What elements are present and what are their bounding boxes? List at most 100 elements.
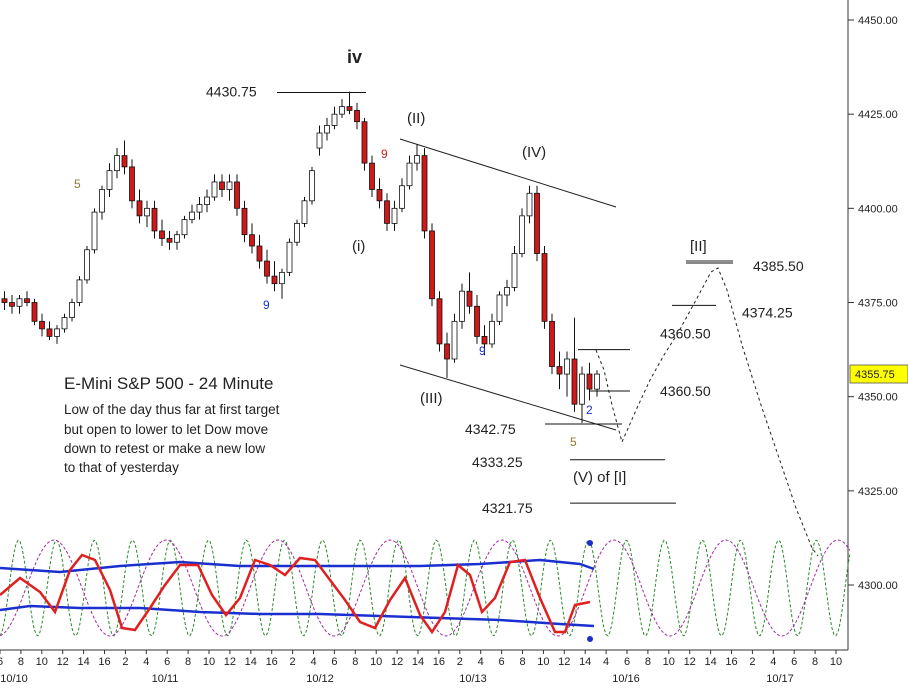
date-label: 10/11 [152,673,179,685]
purple-cycle-line [0,539,851,637]
time-tick-label: 8 [18,656,24,668]
candle-body [249,234,255,247]
candle-body [84,249,90,281]
time-tick-label: 12 [558,656,570,668]
commentary-line-2: but open to lower to let Dow move [64,422,268,437]
date-label: 10/17 [766,673,794,685]
price-tick-label: 4300.00 [858,580,898,592]
chart-title: E-Mini S&P 500 - 24 Minute [64,374,273,393]
time-tick-label: 10 [830,656,842,668]
time-tick-label: 14 [245,656,257,668]
last-price-label: 4355.75 [855,369,895,381]
candle-body [519,215,525,254]
candle-body [361,121,368,164]
price-level-label: 4385.50 [753,258,804,274]
candle-body [271,275,278,285]
candle-body [474,305,480,337]
price-tick-label: 4450.00 [858,15,898,27]
candle-body [286,241,293,273]
candle-body [24,298,30,303]
price-tick-label: 4350.00 [858,392,898,404]
price-level-label: 4333.25 [472,454,523,470]
price-tick-label: 4400.00 [858,203,898,215]
date-label: 10/10 [0,673,28,685]
candle-body [564,358,570,375]
time-tick-label: 14 [579,656,591,668]
candle-body [46,328,53,337]
candle-body [294,222,300,243]
candle-body [174,234,180,243]
time-tick-label: 6 [331,656,337,668]
candle-body [234,181,240,209]
count-label-9-blue-2: 9 [479,344,486,358]
candle-body [1,298,8,303]
oscillator-marker-top [587,540,593,546]
time-tick-label: 14 [77,656,89,668]
time-tick-label: 8 [519,656,525,668]
time-tick-label: 2 [122,656,128,668]
candle-body [16,298,23,307]
price-levels: 4430.75 4385.50 4374.25 4360.50 4360.50 4342.… [206,84,804,517]
candle-body [579,373,585,405]
price-tick-label: 4425.00 [858,109,898,121]
candle-body [346,106,353,111]
wave-label-bracket-ii: [II] [690,238,707,255]
wave-channel [399,138,617,431]
candle-body [241,207,248,236]
time-tick-label: 10 [663,656,675,668]
time-tick-label: 6 [499,656,505,668]
candle-body [121,155,128,168]
candle-body [549,320,555,367]
candle-body [181,219,188,236]
candle-body [436,298,443,345]
count-label-5-left: 5 [74,177,81,191]
wave-label-v-of-i: (V) of [I] [573,469,626,486]
lower-band-line [0,604,595,628]
time-tick-label: 4 [143,656,149,668]
time-tick-label: 6 [791,656,797,668]
time-tick-label: 8 [185,656,191,668]
time-tick-label: 14 [704,656,716,668]
candle-body [196,204,203,213]
candle-body [61,317,68,330]
price-axis: 4450.00 4425.00 4400.00 4375.00 4350.00 4325.… [848,15,898,592]
candle-body [586,373,593,390]
oscillator-marker-bottom [587,636,593,642]
lower-channel-line [399,364,617,431]
time-tick-label: 2 [749,656,755,668]
time-axis: 6 8 10 12 14 16 2 4 6 8 10 12 14 16 2 4 6 8 10 12 14 16 2 4 6 8 10… [0,650,842,685]
candle-body [9,302,15,307]
candle-body [316,132,323,149]
candle-body [429,230,435,300]
price-level-label: 4430.75 [206,84,257,100]
candle-body [444,343,450,360]
candle-body [594,373,600,390]
candle-body [114,155,120,172]
commentary-line-3: down to retest or make a new low [64,441,265,456]
candle-body [496,294,503,322]
time-tick-label: 6 [164,656,170,668]
wave-label-ii: (II) [407,110,425,127]
candle-body [466,290,473,307]
last-price-tag: 4355.75 [849,364,908,384]
candle-body [99,189,105,213]
candle-body [151,207,158,232]
time-tick-label: 8 [352,656,358,668]
time-tick-label: 12 [391,656,403,668]
candle-body [384,200,390,224]
price-tick-label: 4325.00 [858,486,898,498]
candle-body [91,211,98,251]
candle-body [226,181,233,190]
candle-body [166,238,173,243]
price-level-label: 4374.25 [742,304,793,320]
time-tick-label: 4 [603,656,609,668]
candle-body [391,207,398,224]
candle-body [354,110,360,123]
candle-body [541,253,548,322]
candle-body [481,335,488,345]
candle-body [511,253,518,288]
candle-body [414,155,420,164]
candle-body [219,181,225,190]
time-tick-label: 10 [370,656,382,668]
candle-body [339,106,345,115]
